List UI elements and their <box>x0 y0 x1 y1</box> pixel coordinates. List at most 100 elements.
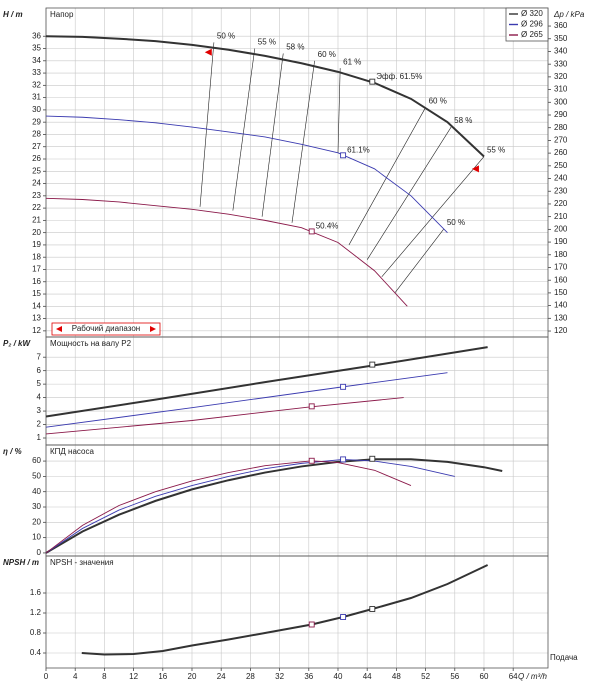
x-tick-label: 8 <box>102 672 107 681</box>
y-tick-label: 1.6 <box>30 588 42 597</box>
y-tick-label: 0.8 <box>30 628 42 637</box>
y-tick-label: 30 <box>32 502 41 511</box>
duty-point <box>369 606 376 612</box>
range-arrow <box>150 326 156 332</box>
y-axis-label: P₂ / kW <box>3 339 32 348</box>
panel-title: Напор <box>50 10 74 19</box>
x-tick-label: 20 <box>188 672 197 681</box>
range-box <box>51 322 161 336</box>
y-tick-label: 25 <box>32 166 41 175</box>
curve <box>45 35 485 158</box>
y2-tick-label: 170 <box>554 263 568 272</box>
y-tick-label: 26 <box>32 154 41 163</box>
y-tick-label: 28 <box>32 130 41 139</box>
x-tick-label: 52 <box>421 672 430 681</box>
iso-efficiency-label: 58 % <box>454 116 472 125</box>
y-tick-label: 50 <box>32 471 41 480</box>
duty-point-label: Эфф. 61.5% <box>376 72 422 81</box>
iso-efficiency-line <box>291 60 315 223</box>
y2-tick-label: 180 <box>554 250 568 259</box>
curve <box>45 372 448 428</box>
x-tick-label: 60 <box>480 672 489 681</box>
y2-tick-label: 140 <box>554 301 568 310</box>
y-tick-label: 23 <box>32 191 41 200</box>
duty-point <box>340 152 347 159</box>
curve <box>45 397 404 435</box>
y2-tick-label: 330 <box>554 59 568 68</box>
y-tick-label: 34 <box>32 56 41 65</box>
curve <box>45 460 412 554</box>
y-tick-label: 18 <box>32 252 41 261</box>
panel-title: Мощность на валу P2 <box>50 339 132 348</box>
y2-tick-label: 250 <box>554 161 568 170</box>
y2-tick-label: 290 <box>554 110 568 119</box>
legend-label: Ø 320 <box>521 9 543 18</box>
legend-label: Ø 296 <box>521 20 543 29</box>
y2-tick-label: 270 <box>554 136 568 145</box>
legend-label: Ø 265 <box>521 30 543 39</box>
y2-tick-label: 120 <box>554 326 568 335</box>
y-tick-label: 17 <box>32 265 41 274</box>
x-tick-label: 36 <box>304 672 313 681</box>
x-tick-label: 56 <box>450 672 459 681</box>
x-tick-label: 40 <box>334 672 343 681</box>
duty-point <box>340 456 347 463</box>
iso-efficiency-label: 55 % <box>258 38 276 47</box>
iso-efficiency-line <box>381 156 485 278</box>
y-tick-label: 12 <box>32 326 41 335</box>
y-tick-label: 6 <box>37 366 42 375</box>
range-arrow <box>56 326 62 332</box>
y2-tick-label: 260 <box>554 148 568 157</box>
y-tick-label: 15 <box>32 289 41 298</box>
iso-efficiency-label: 50 % <box>217 31 235 40</box>
y-tick-label: 5 <box>37 379 42 388</box>
duty-point <box>308 621 315 628</box>
y2-tick-label: 280 <box>554 123 568 132</box>
y2-tick-label: 160 <box>554 275 568 284</box>
y2-tick-label: 200 <box>554 224 568 233</box>
x-tick-label: 28 <box>246 672 255 681</box>
y-tick-label: 31 <box>32 93 41 102</box>
iso-efficiency-line <box>394 228 445 293</box>
x-tick-label: 12 <box>129 672 138 681</box>
curve <box>45 458 503 554</box>
panel-frame <box>45 336 549 446</box>
iso-efficiency-line <box>348 107 426 246</box>
y2-tick-label: 350 <box>554 34 568 43</box>
duty-point-label: 50.4% <box>316 222 339 231</box>
duty-point <box>340 614 347 620</box>
y2-axis-label: Δp / kPa <box>553 10 585 19</box>
y-tick-label: 10 <box>32 533 41 542</box>
panel-frame <box>45 7 549 338</box>
x-tick-label: 64 <box>509 672 518 681</box>
y-tick-label: 35 <box>32 44 41 53</box>
y-tick-label: 16 <box>32 277 41 286</box>
curve <box>45 197 408 307</box>
curve <box>45 115 448 233</box>
curve <box>45 346 488 418</box>
y-tick-label: 14 <box>32 301 41 310</box>
y-tick-label: 7 <box>37 352 42 361</box>
y2-tick-label: 320 <box>554 72 568 81</box>
y-tick-label: 24 <box>32 179 41 188</box>
duty-point <box>308 228 315 235</box>
y-tick-label: 22 <box>32 203 41 212</box>
y2-tick-label: 130 <box>554 313 568 322</box>
y-tick-label: 19 <box>32 240 41 249</box>
y-tick-label: 29 <box>32 117 41 126</box>
x-tick-label: 16 <box>158 672 167 681</box>
y2-tick-label: 300 <box>554 97 568 106</box>
iso-efficiency-label: 55 % <box>487 146 505 155</box>
iso-efficiency-label: 60 % <box>429 97 447 106</box>
duty-point <box>340 383 347 390</box>
y-tick-label: 2 <box>37 420 42 429</box>
y-tick-label: 36 <box>32 31 41 40</box>
iso-efficiency-label: 50 % <box>447 218 465 227</box>
duty-point <box>308 457 315 464</box>
iso-efficiency-label: 58 % <box>286 43 304 52</box>
y2-tick-label: 310 <box>554 85 568 94</box>
duty-point <box>369 78 376 85</box>
iso-efficiency-line <box>199 42 215 207</box>
x-tick-label: 4 <box>73 672 78 681</box>
panel-frame <box>45 444 549 557</box>
